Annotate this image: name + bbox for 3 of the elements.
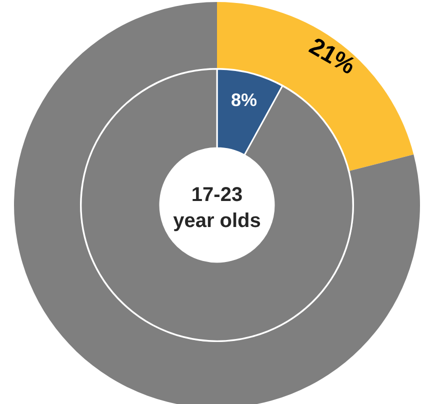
data-label: 21% [304,32,360,80]
data-label: 8% [230,90,257,110]
text: 17-23 year olds [173,184,261,232]
